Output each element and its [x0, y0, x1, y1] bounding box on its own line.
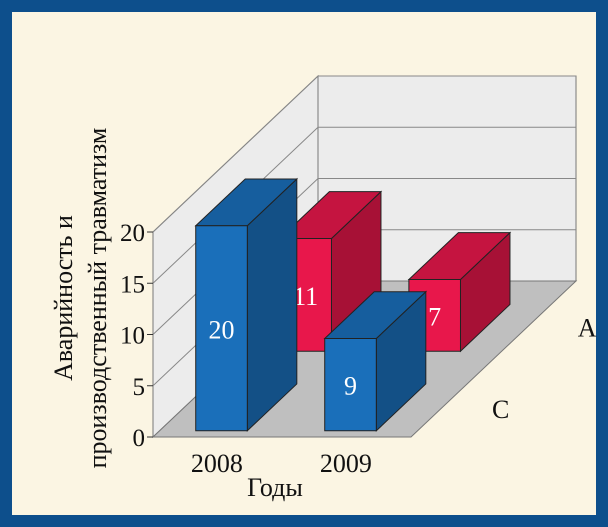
y-axis-title: производственный травматизм [83, 128, 112, 469]
gridline [152, 75, 576, 233]
bar-front [324, 338, 377, 432]
y-tick-label: 0 [133, 425, 146, 452]
series-label: A [578, 314, 597, 343]
series-label: C [492, 395, 509, 424]
data-label: 9 [344, 372, 357, 401]
bars: 11 7 20 9 [194, 177, 512, 432]
data-label: 20 [209, 315, 235, 344]
data-label: 11 [293, 282, 318, 311]
axis-labels: 0 5 10 15 20 2008 2009 A C Годы Аварийность и произ… [49, 128, 597, 502]
x-tick-label: 2008 [191, 449, 243, 478]
y-tick-label: 5 [133, 374, 146, 401]
y-tick-label: 10 [120, 323, 145, 350]
bar-front [195, 225, 248, 432]
x-tick-label: 2009 [320, 449, 372, 478]
y-axis-title: Аварийность и [49, 215, 78, 381]
y-tick-label: 20 [120, 220, 145, 247]
data-label: 7 [428, 302, 441, 331]
x-axis-title: Годы [247, 473, 303, 502]
y-tick-label: 15 [120, 271, 145, 298]
